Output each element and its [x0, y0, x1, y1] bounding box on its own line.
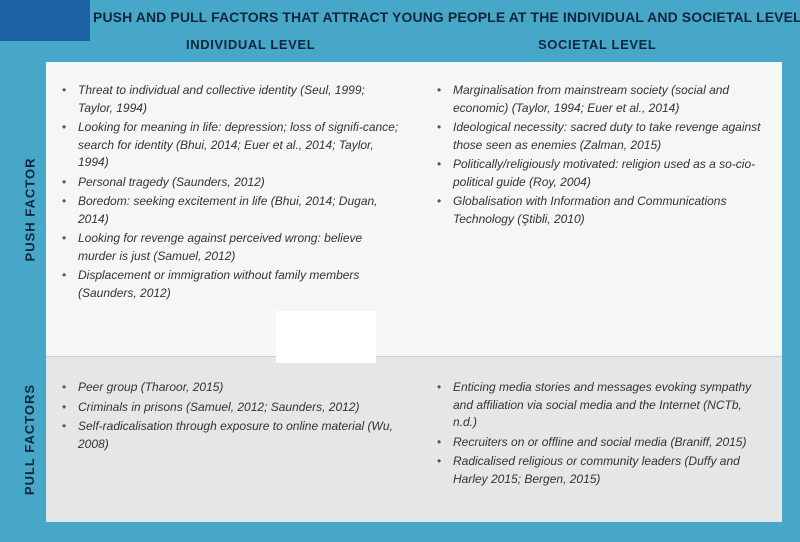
list-pull-individual: Peer group (Tharoor, 2015) Criminals in …: [46, 379, 411, 453]
list-pull-societal: Enticing media stories and messages evok…: [421, 379, 772, 488]
list-item: Enticing media stories and messages evok…: [421, 379, 772, 432]
list-item: Self-radicalisation through exposure to …: [46, 418, 411, 453]
cell-pull-individual: Peer group (Tharoor, 2015) Criminals in …: [46, 356, 421, 522]
list-item: Boredom: seeking excitement in life (Bhu…: [46, 193, 411, 228]
list-item: Globalisation with Information and Commu…: [421, 193, 772, 228]
list-item: Criminals in prisons (Samuel, 2012; Saun…: [46, 399, 411, 417]
list-item: Personal tragedy (Saunders, 2012): [46, 174, 411, 192]
column-header-individual: INDIVIDUAL LEVEL: [186, 37, 316, 52]
cell-push-societal: Marginalisation from mainstream society …: [421, 62, 782, 356]
list-item: Looking for meaning in life: depression;…: [46, 119, 411, 172]
row-label-push-text: PUSH FACTOR: [22, 157, 38, 261]
row-label-push: PUSH FACTOR: [20, 62, 40, 356]
row-label-pull: PULL FACTORS: [20, 356, 40, 522]
list-item: Marginalisation from mainstream society …: [421, 82, 772, 117]
blank-patch: [276, 311, 376, 363]
list-item: Recruiters on or offline and social medi…: [421, 434, 772, 452]
list-item: Displacement or immigration without fami…: [46, 267, 411, 302]
column-header-societal: SOCIETAL LEVEL: [538, 37, 657, 52]
corner-block: [0, 0, 90, 41]
list-push-individual: Threat to individual and collective iden…: [46, 82, 411, 302]
list-item: Politically/religiously motivated: relig…: [421, 156, 772, 191]
list-item: Threat to individual and collective iden…: [46, 82, 411, 117]
list-item: Ideological necessity: sacred duty to ta…: [421, 119, 772, 154]
row-label-pull-text: PULL FACTORS: [22, 383, 38, 495]
list-item: Peer group (Tharoor, 2015): [46, 379, 411, 397]
cell-push-individual: Threat to individual and collective iden…: [46, 62, 421, 356]
list-push-societal: Marginalisation from mainstream society …: [421, 82, 772, 228]
cell-pull-societal: Enticing media stories and messages evok…: [421, 356, 782, 522]
list-item: Looking for revenge against perceived wr…: [46, 230, 411, 265]
list-item: Radicalised religious or community leade…: [421, 453, 772, 488]
page-title: PUSH AND PULL FACTORS THAT ATTRACT YOUNG…: [93, 9, 800, 25]
